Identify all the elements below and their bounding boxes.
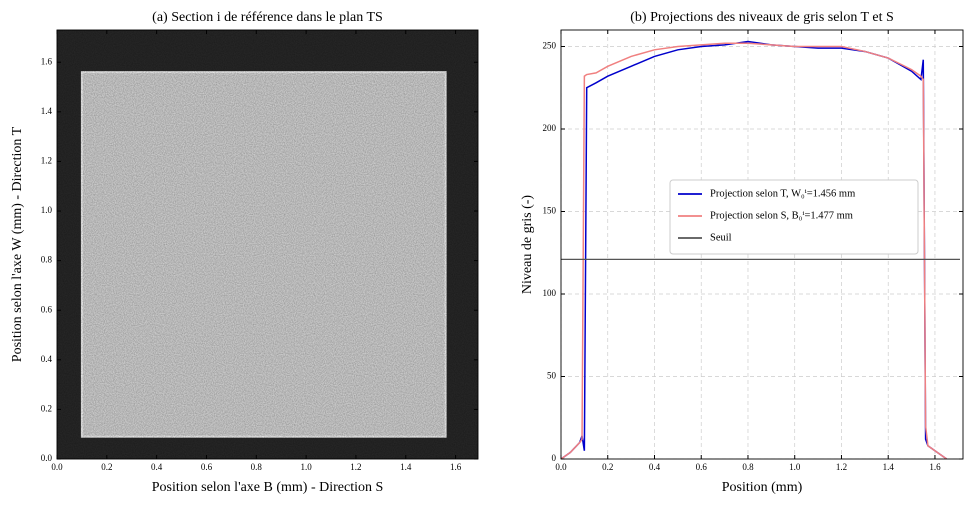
x-tick-label: 0.0 [51,462,63,472]
y-tick-label: 50 [547,371,557,381]
x-tick-label: 1.0 [789,462,801,472]
x-tick-label: 1.4 [883,462,895,472]
x-tick-label: 0.2 [101,462,112,472]
x-tick-label: 0.2 [602,462,613,472]
axes-frame [56,29,479,460]
data-line [561,42,948,459]
y-tick-label: 250 [543,41,557,51]
y-tick-label: 1.4 [41,106,53,116]
y-tick-label: 0.8 [41,255,53,265]
x-tick-label: 0.6 [696,462,708,472]
x-tick-label: 1.4 [400,462,412,472]
legend-label: Projection selon T, W₀ⁱ=1.456 mm [710,188,855,199]
x-tick-label: 1.6 [450,462,462,472]
y-tick-label: 1.0 [41,205,53,215]
y-tick-label: 150 [543,206,557,216]
y-tick-label: 1.2 [41,155,52,165]
data-line [561,40,948,459]
plot-area [57,30,478,459]
legend-label: Seuil [710,232,732,243]
x-tick-label: 0.4 [649,462,661,472]
image-noise [57,30,478,459]
legend-label: Projection selon S, B₀ⁱ=1.477 mm [710,210,853,221]
y-tick-label: 0.6 [41,304,53,314]
x-tick-label: 1.2 [836,462,847,472]
x-tick-label: 0.6 [201,462,213,472]
y-tick-label: 0.4 [41,354,53,364]
x-tick-label: 0.0 [555,462,567,472]
y-tick-label: 0.2 [41,403,52,413]
x-axis-label: Position (mm) [722,480,803,495]
y-tick-label: 0.0 [41,453,53,463]
y-axis-label: Position selon l'axe W (mm) - Direction … [10,126,25,362]
legend-box [669,179,919,255]
y-axis-label: Niveau de gris (-) [520,195,535,294]
x-tick-label: 0.4 [151,462,163,472]
chart-title: (a) Section i de référence dans le plan … [152,10,383,25]
y-tick-label: 200 [543,123,557,133]
x-tick-label: 0.8 [742,462,754,472]
x-axis-label: Position selon l'axe B (mm) - Direction … [152,480,384,495]
chart-title: (b) Projections des niveaux de gris selo… [630,10,894,25]
y-tick-label: 100 [543,288,557,298]
x-tick-label: 1.2 [350,462,361,472]
x-tick-label: 0.8 [251,462,263,472]
y-tick-label: 1.6 [41,56,53,66]
x-tick-label: 1.6 [929,462,941,472]
y-tick-label: 0 [552,453,557,463]
plot-area [561,30,963,459]
x-tick-label: 1.0 [300,462,312,472]
axes-frame [560,29,964,460]
